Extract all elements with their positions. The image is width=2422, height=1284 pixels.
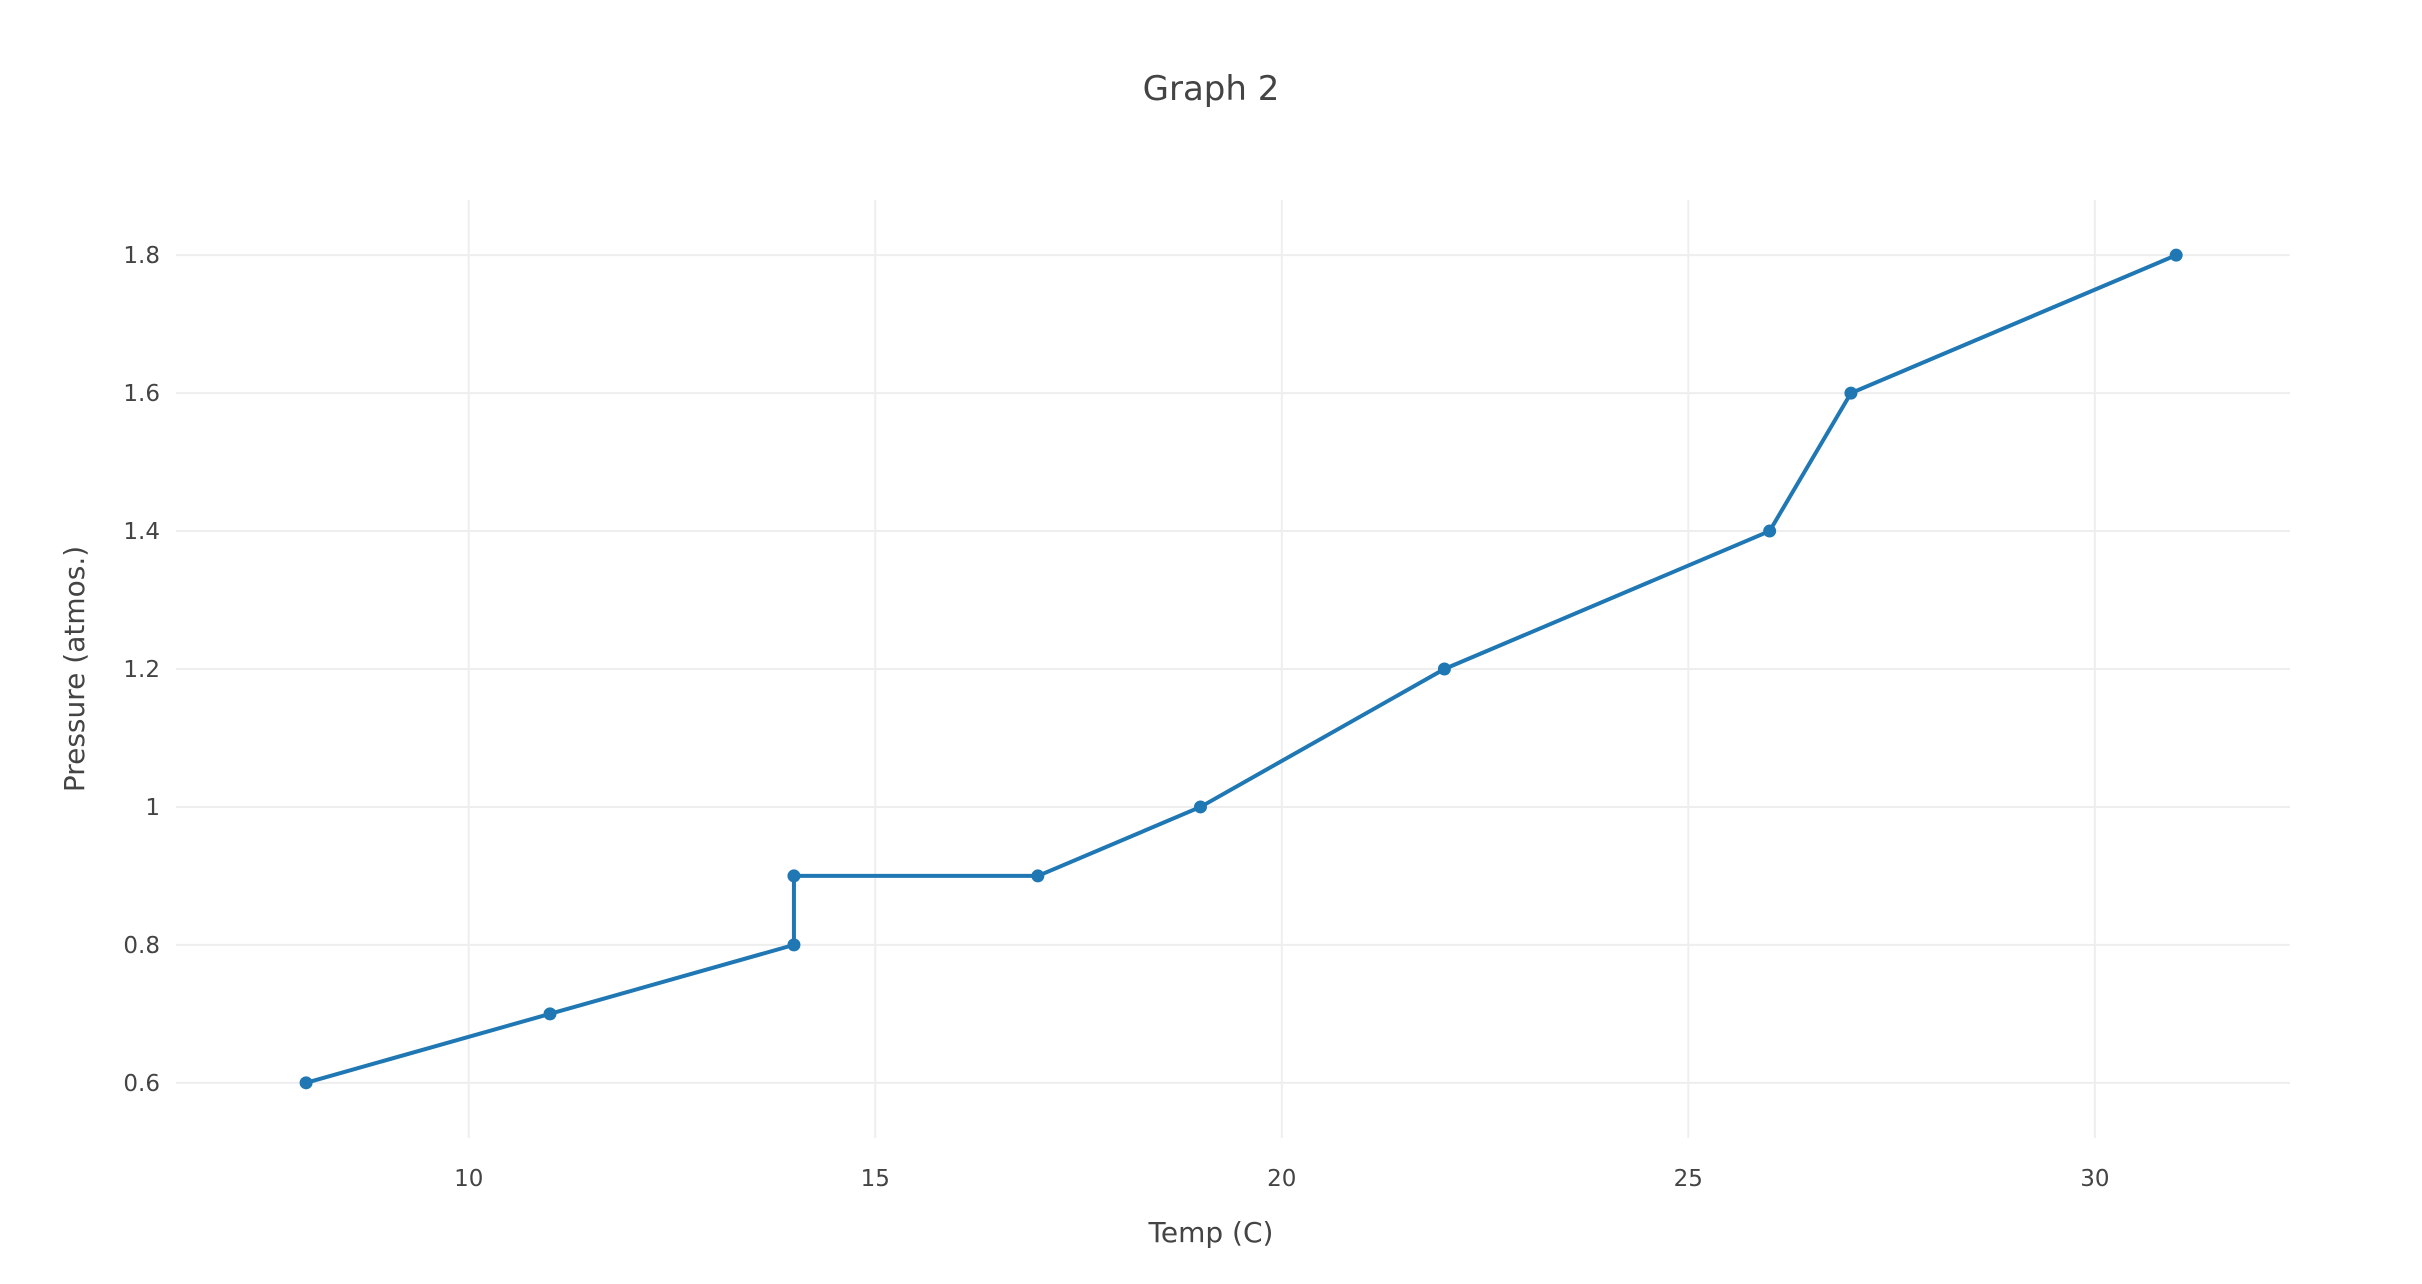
y-tick-label: 1.4 <box>123 519 160 545</box>
x-axis-title: Temp (C) <box>1148 1216 1274 1249</box>
data-point[interactable] <box>299 1076 313 1090</box>
data-point[interactable] <box>1031 869 1045 883</box>
series-layer <box>299 248 2183 1090</box>
data-point[interactable] <box>1763 524 1777 538</box>
y-axis-ticks: 0.6 0.8 1 1.2 1.4 1.6 1.8 <box>123 243 160 1097</box>
chart-title: Graph 2 <box>1143 69 1280 109</box>
y-tick-label: 1.6 <box>123 381 160 407</box>
data-point[interactable] <box>787 869 801 883</box>
data-point[interactable] <box>2169 248 2183 262</box>
series-line <box>304 253 2179 1085</box>
y-tick-label: 1.2 <box>123 657 160 683</box>
data-point[interactable] <box>543 1007 557 1021</box>
x-tick-label: 20 <box>1267 1166 1296 1192</box>
data-point[interactable] <box>787 938 801 952</box>
x-axis-ticks: 10 15 20 25 30 <box>454 1166 2109 1192</box>
x-tick-label: 15 <box>861 1166 890 1192</box>
y-tick-label: 0.8 <box>123 933 160 959</box>
data-point[interactable] <box>1844 386 1858 400</box>
y-tick-label: 0.6 <box>123 1071 160 1097</box>
data-point[interactable] <box>1437 662 1451 676</box>
x-tick-label: 25 <box>1674 1166 1703 1192</box>
grid <box>176 200 2290 1138</box>
y-axis-title: Pressure (atmos.) <box>58 546 91 792</box>
y-tick-label: 1.8 <box>123 243 160 269</box>
y-tick-label: 1 <box>145 795 160 821</box>
data-point[interactable] <box>1193 800 1207 814</box>
x-tick-label: 10 <box>454 1166 483 1192</box>
x-tick-label: 30 <box>2080 1166 2109 1192</box>
